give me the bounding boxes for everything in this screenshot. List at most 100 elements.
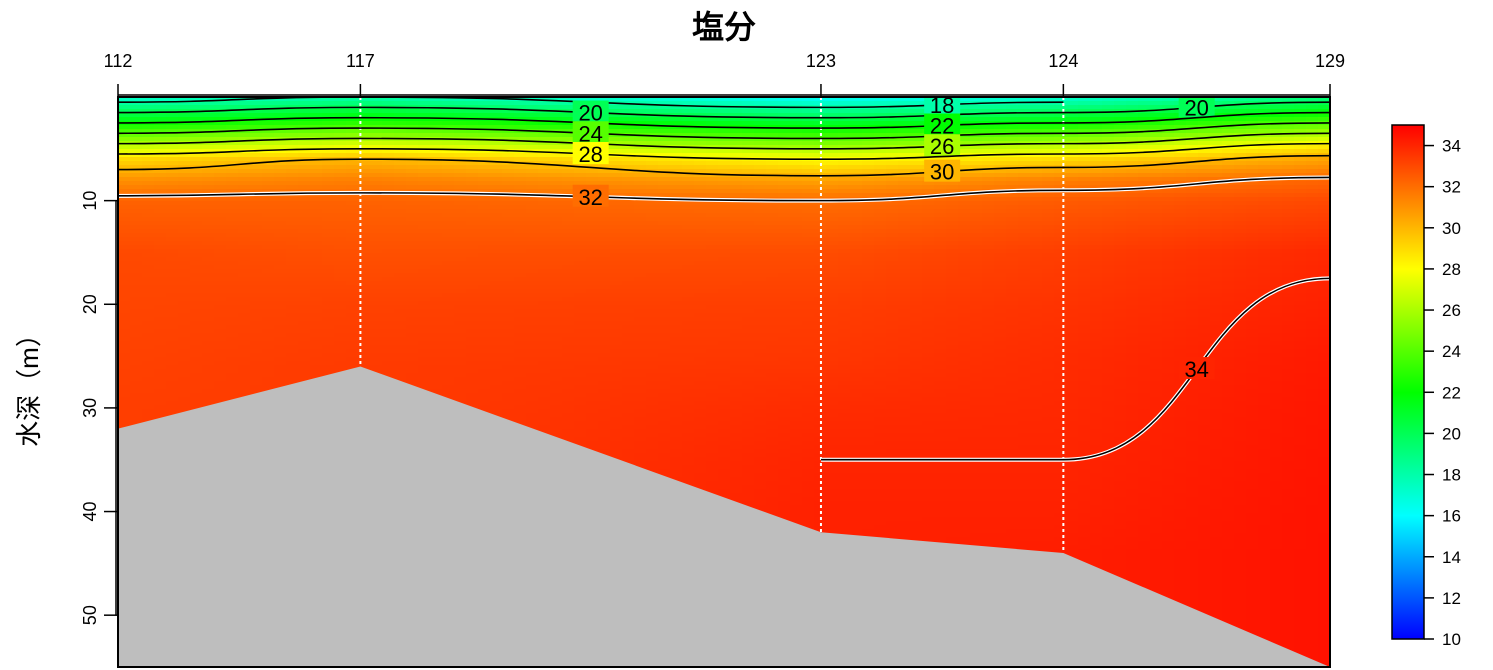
salinity-cell [706, 385, 719, 390]
salinity-cell [178, 217, 191, 222]
salinity-cell [694, 217, 707, 222]
salinity-cell [766, 281, 779, 286]
salinity-cell [742, 389, 755, 394]
salinity-cell [262, 337, 275, 342]
salinity-cell [646, 377, 659, 382]
salinity-cell [574, 169, 587, 174]
salinity-cell [670, 237, 683, 242]
salinity-cell [706, 449, 719, 454]
salinity-cell [154, 177, 167, 182]
salinity-cell [142, 137, 155, 142]
salinity-cell [802, 397, 815, 402]
salinity-cell [790, 273, 803, 278]
salinity-cell [382, 317, 395, 322]
salinity-cell [646, 253, 659, 258]
salinity-cell [370, 249, 383, 254]
salinity-cell [754, 129, 767, 134]
salinity-cell [622, 161, 635, 166]
salinity-cell [790, 309, 803, 314]
salinity-cell [238, 289, 251, 294]
salinity-cell [538, 261, 551, 266]
salinity-cell [766, 433, 779, 438]
salinity-cell [718, 169, 731, 174]
salinity-cell [778, 317, 791, 322]
salinity-cell [550, 429, 563, 434]
salinity-cell [766, 253, 779, 258]
salinity-cell [550, 333, 563, 338]
salinity-cell [454, 173, 467, 178]
salinity-cell [250, 173, 263, 178]
salinity-cell [502, 305, 515, 310]
salinity-cell [358, 149, 371, 154]
salinity-cell [490, 381, 503, 386]
salinity-cell [322, 329, 335, 334]
salinity-cell [286, 241, 299, 246]
salinity-cell [562, 313, 575, 318]
salinity-cell [802, 321, 815, 326]
salinity-cell [466, 245, 479, 250]
salinity-cell [514, 353, 527, 358]
salinity-cell [262, 153, 275, 158]
salinity-cell [322, 345, 335, 350]
salinity-cell [226, 269, 239, 274]
salinity-cell [406, 373, 419, 378]
salinity-cell [334, 261, 347, 266]
salinity-cell [466, 209, 479, 214]
salinity-cell [262, 385, 275, 390]
salinity-cell [622, 329, 635, 334]
salinity-cell [262, 225, 275, 230]
salinity-cell [562, 305, 575, 310]
salinity-cell [274, 221, 287, 226]
salinity-cell [634, 237, 647, 242]
salinity-cell [586, 221, 599, 226]
salinity-cell [646, 221, 659, 226]
salinity-cell [634, 201, 647, 206]
salinity-cell [298, 177, 311, 182]
salinity-cell [418, 321, 431, 326]
salinity-cell [454, 277, 467, 282]
salinity-cell [574, 225, 587, 230]
salinity-cell [610, 361, 623, 366]
salinity-cell [454, 157, 467, 162]
salinity-cell [190, 337, 203, 342]
salinity-cell [622, 193, 635, 198]
salinity-cell [466, 109, 479, 114]
salinity-cell [790, 185, 803, 190]
salinity-cell [574, 285, 587, 290]
salinity-cell [430, 209, 443, 214]
salinity-cell [802, 213, 815, 218]
salinity-cell [682, 153, 695, 158]
salinity-cell [718, 485, 731, 490]
salinity-cell [622, 341, 635, 346]
salinity-cell [346, 365, 359, 370]
salinity-cell [406, 213, 419, 218]
salinity-cell [298, 313, 311, 318]
salinity-cell [154, 293, 167, 298]
salinity-cell [778, 133, 791, 138]
salinity-cell [250, 273, 263, 278]
salinity-cell [550, 325, 563, 330]
salinity-cell [142, 213, 155, 218]
salinity-cell [118, 221, 131, 226]
salinity-cell [226, 365, 239, 370]
salinity-cell [658, 313, 671, 318]
salinity-cell [142, 145, 155, 150]
salinity-cell [238, 285, 251, 290]
salinity-cell [622, 241, 635, 246]
salinity-cell [238, 189, 251, 194]
salinity-cell [610, 305, 623, 310]
salinity-cell [214, 301, 227, 306]
salinity-cell [670, 369, 683, 374]
salinity-cell [214, 373, 227, 378]
salinity-cell [742, 361, 755, 366]
salinity-cell [310, 369, 323, 374]
salinity-cell [598, 413, 611, 418]
salinity-cell [478, 313, 491, 318]
salinity-cell [670, 133, 683, 138]
salinity-cell [202, 121, 215, 126]
salinity-cell [802, 473, 815, 478]
salinity-cell [178, 337, 191, 342]
salinity-cell [574, 265, 587, 270]
salinity-cell [346, 249, 359, 254]
salinity-cell [178, 325, 191, 330]
